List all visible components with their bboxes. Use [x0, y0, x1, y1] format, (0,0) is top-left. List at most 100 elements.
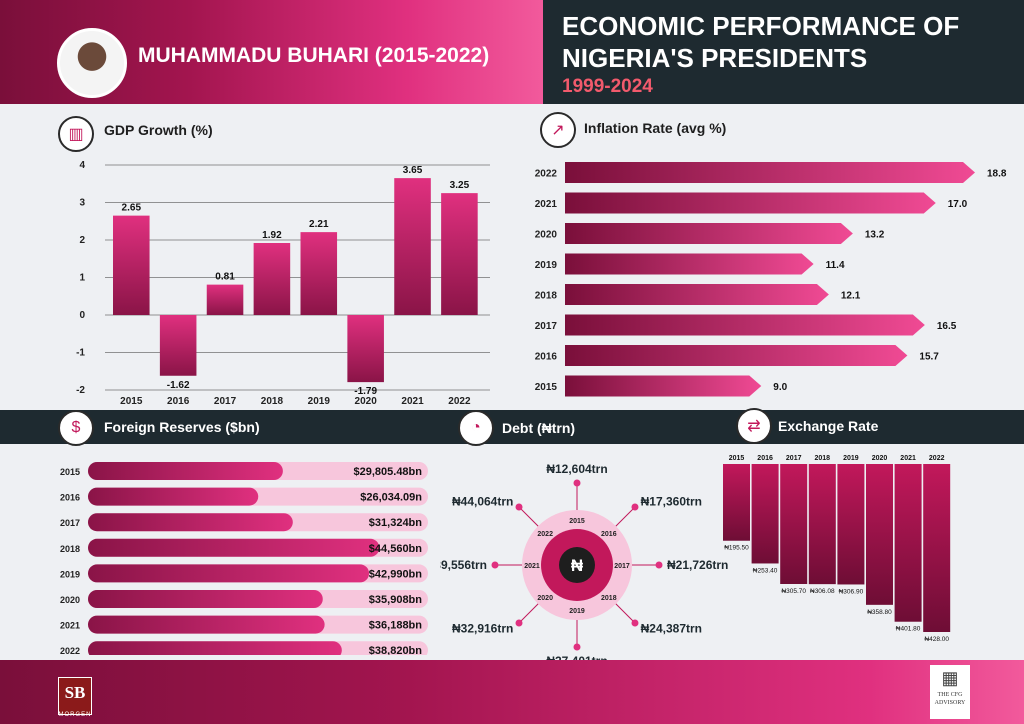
- reserves-value-label: $36,188bn: [369, 620, 422, 632]
- reserves-bar-2015: [88, 462, 283, 480]
- exchange-year-label: 2020: [872, 455, 888, 462]
- money-bag-icon: [559, 547, 595, 583]
- debt-spoke: [615, 506, 636, 527]
- debt-spoke: [518, 603, 539, 624]
- debt-value-label: ₦24,387trn: [641, 622, 702, 636]
- debt-year-label: 2018: [601, 595, 617, 602]
- gdp-ytick-label: 2: [79, 235, 85, 246]
- exchange-bar-2021: [894, 464, 922, 622]
- reserves-year-label: 2022: [60, 646, 80, 655]
- gdp-ytick-label: 3: [79, 198, 85, 209]
- debt-year-label: 2020: [537, 595, 553, 602]
- debt-year-label: 2017: [614, 563, 630, 570]
- exchange-year-label: 2022: [929, 455, 945, 462]
- gdp-xtick-label: 2017: [214, 396, 237, 407]
- debt-dot-2018: [631, 619, 639, 627]
- inflation-value-label: 15.7: [919, 352, 939, 363]
- exchange-money-icon: ⇄: [736, 408, 772, 444]
- inflation-year-label: 2020: [535, 230, 558, 241]
- gdp-bar-2016: [159, 315, 197, 376]
- reserves-coins-icon: $: [58, 410, 94, 446]
- sbm-logo: SB: [58, 677, 92, 715]
- inflation-value-label: 12.1: [841, 291, 861, 302]
- inflation-value-label: 16.5: [937, 321, 957, 332]
- inflation-year-label: 2022: [535, 169, 558, 180]
- president-portrait: [57, 28, 127, 98]
- debt-pie-icon: ◔: [458, 410, 494, 446]
- inflation-value-label: 11.4: [826, 260, 845, 271]
- inflation-year-label: 2017: [535, 321, 558, 332]
- title-years: 1999-2024: [562, 76, 653, 97]
- exchange-year-label: 2015: [729, 455, 745, 462]
- debt-year-label: 2022: [537, 531, 553, 538]
- gdp-xtick-label: 2020: [355, 396, 378, 407]
- gdp-bar-2018: [253, 243, 291, 315]
- exchange-year-label: 2017: [786, 455, 802, 462]
- exchange-value-label: ₦401.80: [896, 626, 921, 633]
- reserves-value-label: $44,560bn: [369, 543, 422, 555]
- gdp-ytick-label: 1: [79, 273, 85, 284]
- inflation-bar-2017: [565, 314, 925, 336]
- sbm-logo-sub: MORGEN: [58, 712, 92, 718]
- debt-spoke: [615, 603, 636, 624]
- reserves-value-label: $31,324bn: [369, 517, 422, 529]
- gdp-bar-2021: [394, 178, 431, 315]
- debt-dot-2020: [515, 619, 523, 627]
- debt-value-label: ₦17,360trn: [641, 494, 702, 508]
- debt-dot-2022: [515, 503, 523, 511]
- inflation-year-label: 2015: [535, 382, 558, 393]
- debt-radial-chart: ₦ 2015 ₦12,604trn 2016 ₦17,360trn 2017 ₦21,726…: [440, 462, 728, 660]
- title-panel: [543, 0, 1024, 104]
- gdp-data-label: 2.65: [122, 203, 142, 214]
- main-title-line1: ECONOMIC PERFORMANCE OF: [562, 11, 960, 41]
- inflation-bar-2022: [565, 162, 975, 183]
- exchange-value-label: ₦195.50: [724, 545, 749, 552]
- gdp-section-title: GDP Growth (%): [104, 122, 213, 138]
- gdp-bar-2017: [206, 284, 244, 315]
- gdp-growth-chart: 4 3 2 1 0 -1 -2 2.65 2015 -1.62 2016 0.81 2017 1.92 20…: [76, 160, 490, 407]
- footer-band: [0, 660, 1024, 724]
- debt-value-label: ₦21,726trn: [667, 558, 728, 572]
- inflation-value-label: 9.0: [773, 382, 787, 393]
- debt-year-label: 2021: [524, 563, 540, 570]
- reserves-bar-2017: [88, 513, 293, 532]
- debt-value-label: ₦32,916trn: [452, 622, 513, 636]
- exchange-year-label: 2019: [843, 455, 859, 462]
- gdp-xtick-label: 2015: [120, 396, 143, 407]
- reserves-year-label: 2016: [60, 493, 80, 503]
- gdp-xtick-label: 2016: [167, 396, 190, 407]
- gdp-ytick-label: -1: [76, 348, 85, 359]
- debt-year-label: 2019: [569, 608, 585, 615]
- reserves-bar-2021: [88, 615, 325, 634]
- exchange-bar-2015: [723, 464, 750, 541]
- inflation-bar-2015: [565, 375, 762, 397]
- debt-value-label: ₦39,556trn: [440, 558, 487, 572]
- reserves-year-label: 2021: [60, 621, 80, 631]
- exchange-value-label: ₦306.08: [810, 588, 835, 595]
- reserves-value-label: $29,805.48bn: [354, 466, 423, 478]
- foreign-reserves-chart: 2015 $29,805.48bn 2016 $26,034.09n 2017 $31,3…: [60, 462, 428, 655]
- gdp-xtick-label: 2018: [261, 396, 284, 407]
- inflation-year-label: 2016: [535, 352, 558, 363]
- inflation-value-label: 18.8: [987, 169, 1007, 180]
- inflation-bar-2018: [565, 284, 829, 305]
- reserves-bar-2018: [88, 538, 380, 557]
- debt-value-label: ₦12,604trn: [546, 462, 607, 476]
- exchange-year-label: 2016: [757, 455, 773, 462]
- debt-year-label: 2016: [601, 531, 617, 538]
- debt-dot-2017: [655, 561, 663, 569]
- gdp-data-label: -1.79: [354, 386, 377, 397]
- reserves-value-label: $35,908bn: [369, 594, 422, 606]
- reserves-year-label: 2018: [60, 544, 80, 554]
- debt-year-label: 2015: [569, 518, 585, 525]
- exchange-bar-2020: [866, 464, 893, 605]
- debt-dot-2021: [491, 561, 499, 569]
- reserves-value-label: $38,820bn: [369, 645, 422, 655]
- exchange-value-label: ₦428.00: [924, 636, 949, 643]
- reserves-bar-2016: [88, 487, 259, 506]
- debt-value-label: ₦44,064trn: [452, 494, 513, 508]
- gdp-xtick-label: 2019: [308, 396, 331, 407]
- naira-symbol: ₦: [571, 556, 584, 575]
- gdp-data-label: -1.62: [167, 380, 190, 391]
- gdp-data-label: 0.81: [215, 272, 235, 283]
